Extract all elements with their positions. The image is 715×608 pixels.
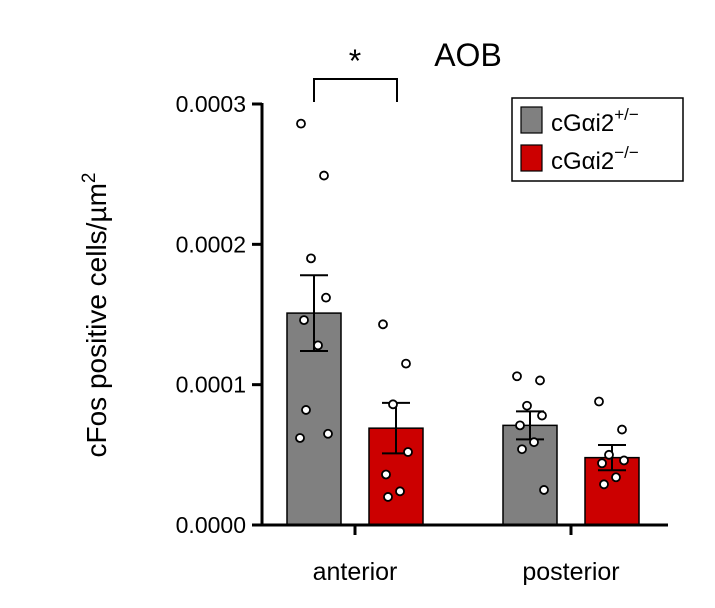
data-point-0-0-6 — [301, 405, 311, 415]
y-axis-label-text: cFos positive cells/µm — [81, 183, 112, 457]
legend-label-0: cGαi2+/− — [551, 105, 639, 137]
data-point-0-1-2 — [522, 400, 532, 411]
y-axis-label-superscript: 2 — [79, 173, 100, 184]
data-point-0-1-6 — [517, 444, 527, 455]
significance-bracket: * — [313, 43, 398, 102]
data-point-1-1-6 — [599, 479, 609, 490]
x-tick-label-anterior: anterior — [313, 558, 398, 586]
data-point-0-0-7 — [323, 428, 333, 439]
data-point-0-0-3 — [321, 292, 331, 303]
data-point-1-1-5 — [611, 472, 621, 483]
data-point-0-1-1 — [535, 375, 545, 386]
data-point-0-1-3 — [537, 410, 547, 421]
data-point-0-1-7 — [539, 485, 549, 495]
data-point-1-0-2 — [388, 399, 398, 410]
data-point-0-0-8 — [295, 433, 305, 443]
legend: cGαi2+/− cGαi2−/− — [511, 97, 684, 182]
data-point-0-1-0 — [512, 371, 522, 382]
y-tick-label-2: 0.0002 — [176, 231, 246, 257]
data-point-1-0-1 — [401, 358, 411, 369]
data-point-1-0-0 — [378, 319, 388, 330]
x-tick-label-posterior: posterior — [522, 558, 619, 586]
data-point-0-0-0 — [296, 118, 306, 129]
data-point-1-0-4 — [381, 469, 391, 480]
data-point-1-1-2 — [604, 449, 614, 460]
data-point-0-0-4 — [299, 315, 309, 326]
data-point-1-0-5 — [395, 486, 405, 497]
significance-star: * — [349, 43, 361, 79]
legend-swatch-1 — [520, 144, 543, 172]
data-point-0-0-1 — [319, 170, 329, 181]
data-point-1-1-4 — [597, 458, 607, 469]
data-point-1-1-3 — [619, 455, 629, 466]
data-point-1-1-1 — [617, 424, 627, 435]
y-axis-label: cFos positive cells/µm2 — [79, 173, 112, 458]
data-point-0-0-5 — [313, 340, 323, 351]
legend-label-1: cGαi2−/− — [551, 143, 639, 175]
legend-label-1-name: cGαi2 — [551, 148, 614, 175]
y-tick-label-1: 0.0001 — [176, 372, 246, 398]
data-point-1-0-6 — [383, 492, 393, 502]
significance-bracket-line — [313, 78, 398, 102]
chart-title: AOB — [434, 37, 502, 73]
data-point-1-0-3 — [403, 447, 413, 457]
data-point-0-1-4 — [515, 420, 525, 431]
legend-label-0-name: cGαi2 — [551, 110, 614, 137]
data-point-1-1-0 — [594, 396, 604, 407]
legend-label-0-sup: +/− — [614, 105, 639, 124]
data-point-0-0-2 — [306, 253, 316, 264]
legend-swatch-0 — [520, 106, 543, 134]
y-tick-label-3: 0.0003 — [176, 91, 246, 117]
data-point-0-1-5 — [529, 437, 539, 448]
legend-label-1-sup: −/− — [614, 143, 639, 162]
y-tick-label-0: 0.0000 — [176, 512, 246, 538]
